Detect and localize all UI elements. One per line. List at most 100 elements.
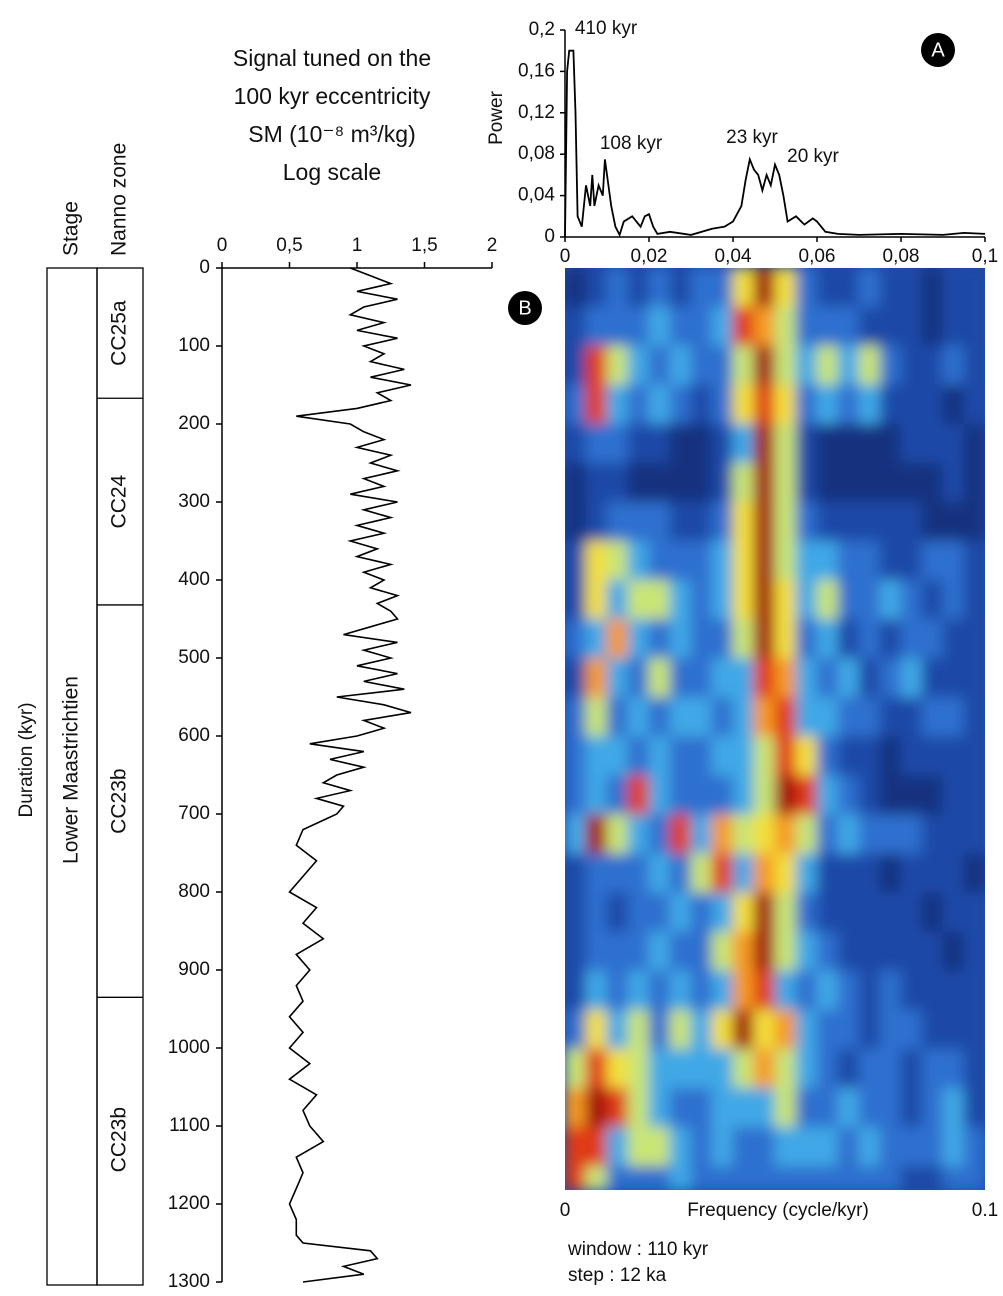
spectrogram-cell [858,697,881,738]
spectrogram-cell [795,853,818,894]
spectrogram-cell [711,697,734,738]
x-tick-label: 0,06 [799,246,836,267]
spectrogram-cell [606,1127,629,1168]
spectrogram-cell [795,814,818,855]
spectrogram-cell [648,931,671,972]
spectrogram-cell [900,853,923,894]
spectrogram-cell [585,736,608,777]
spectrogram-cell [837,1127,860,1168]
spectrogram-cell [879,1127,902,1168]
spectrogram-cell [648,775,671,816]
spectrogram-cell [879,384,902,425]
spectrogram-cell [942,658,965,699]
spectrogram-cell [585,1009,608,1050]
spectrogram-cell [565,1009,587,1050]
spectrogram-cell [879,931,902,972]
spectrogram-cell [795,501,818,542]
zone-header: Nanno zone [108,143,131,256]
spectrogram-cell [858,1048,881,1089]
spectrogram-cell [942,1048,965,1089]
spectrogram-cell [753,619,776,660]
spectrogram-cell [690,1048,713,1089]
spectrogram-cell [795,1009,818,1050]
spectrogram-cell [627,1087,650,1128]
spectrogram-cell [627,1127,650,1168]
spectrogram-cell [669,1048,692,1089]
spectrogram-cell [585,1087,608,1128]
stage-name: Lower Maastrichtien [60,676,83,864]
y-tick-label: 0,16 [518,60,555,81]
peak-label: 108 kyr [600,133,663,154]
spectrogram-cell [816,345,839,386]
spectrogram-cell [690,1166,713,1190]
spectrogram-cell [606,501,629,542]
spectrogram-cell [921,1009,944,1050]
spectrogram-cell [648,970,671,1011]
spectrogram-cell [921,775,944,816]
spectrogram-cell [942,931,965,972]
spectrogram-cell [879,970,902,1011]
spectrogram-cell [669,1166,692,1190]
spectrogram-cell [963,775,985,816]
spectrogram-cell [795,1087,818,1128]
spectrogram-cell [963,1087,985,1128]
spectrogram-cell [816,814,839,855]
spectrogram-cell [627,736,650,777]
spectrogram-cell [774,736,797,777]
spectrogram-cell [774,970,797,1011]
spectrogram-cell [627,619,650,660]
y-tick-label: 900 [178,959,210,980]
spectrogram-cell [690,775,713,816]
spectrogram-cell [963,1009,985,1050]
spectrogram-cell [732,970,755,1011]
spectrogram-cell [900,619,923,660]
spectrogram-cell [606,462,629,503]
spectrogram-cells [565,268,985,1190]
spectrogram-cell [879,736,902,777]
spectrogram-cell [732,345,755,386]
spectrogram-cell [627,1048,650,1089]
spectrogram-cell [816,306,839,347]
spectrogram-cell [753,462,776,503]
spectrogram-cell [795,1166,818,1190]
spectrogram-cell [565,775,587,816]
spectrogram-cell [627,853,650,894]
spectrogram-cell [963,814,985,855]
spectrogram-cell [690,345,713,386]
spectrogram-cell [565,619,587,660]
spectrogram-cell [690,268,713,308]
power-spectrum [564,49,986,238]
spectrogram-cell [816,658,839,699]
spectrogram-cell [669,1087,692,1128]
spectrogram-cell [837,775,860,816]
y-tick-label: 800 [178,881,210,902]
spectrogram-cell [585,892,608,933]
spectrogram-cell [565,501,587,542]
spectrogram-cell [711,775,734,816]
spectrogram-cell [816,892,839,933]
spectrogram-cell [795,658,818,699]
spectrogram-cell [795,619,818,660]
spectrogram-cell [837,501,860,542]
x-tick-label: 0,04 [715,246,752,267]
spectrogram-cell [732,1048,755,1089]
spectrogram-cell [669,619,692,660]
spectrogram-cell [585,462,608,503]
x-tick-label: 0,1 [972,246,998,267]
spectrogram-cell [921,580,944,621]
spectrogram-cell [900,658,923,699]
spectrogram-cell [690,423,713,464]
spectrogram-cell [648,462,671,503]
spectrogram-cell [648,580,671,621]
spectrogram-cell [879,619,902,660]
spectrogram-cell [963,384,985,425]
spectrogram-cell [669,462,692,503]
spectrogram-cell [921,1127,944,1168]
spectrogram-cell [921,697,944,738]
spectrogram-cell [774,462,797,503]
y-axis-label: Power [486,90,507,145]
spectrogram-cell [900,1166,923,1190]
spectrogram-cell [921,658,944,699]
spectrogram-cell [858,619,881,660]
